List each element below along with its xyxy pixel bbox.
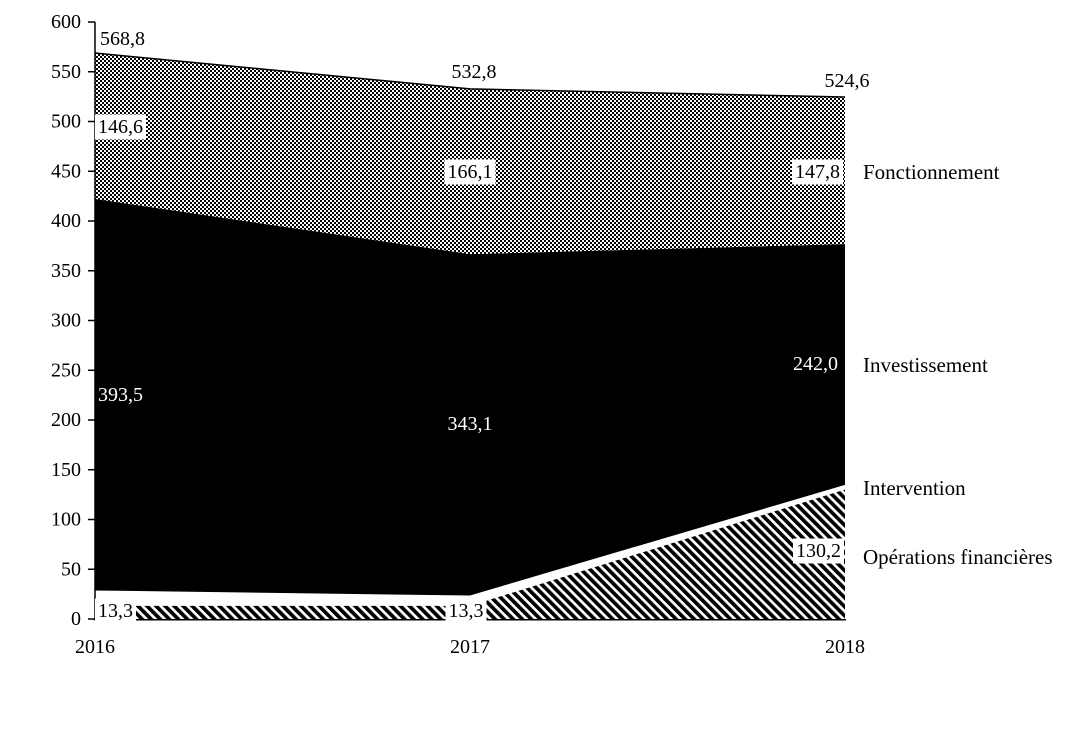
data-label-investissement-2018: 242,0 [793, 353, 838, 375]
labels-layer: 13,3 13,3 130,2 393,5 343,1 242,0 146,6 166,1 14… [95, 28, 1053, 624]
data-label-operations-financieres-2018-text: 130,2 [796, 540, 841, 562]
y-axis-tick-label: 350 [51, 260, 81, 282]
y-axis-tick-label: 600 [51, 11, 81, 33]
y-axis-tick-label: 0 [71, 608, 81, 630]
data-label-operations-financieres-2017: 13,3 [445, 598, 487, 624]
data-label-operations-financieres-2016: 13,3 [95, 598, 136, 624]
y-axis-tick-label: 50 [61, 558, 81, 580]
data-label-operations-financieres-2016-box [95, 598, 136, 624]
x-axis-tick-label: 2016 [75, 636, 115, 658]
series-label-investissement: Investissement [863, 353, 988, 377]
y-axis-tick-label: 150 [51, 459, 81, 481]
data-label-fonctionnement-2017-text: 166,1 [448, 161, 493, 183]
data-label-investissement-2016-text: 393,5 [98, 384, 143, 406]
y-axis-tick-label: 450 [51, 160, 81, 182]
data-label-fonctionnement-2018-text: 147,8 [795, 161, 840, 183]
y-axis-tick-label: 100 [51, 509, 81, 531]
data-label-fonctionnement-2016: 146,6 [95, 114, 146, 140]
stack-top-line [94, 52, 846, 98]
data-label-fonctionnement-2018: 147,8 [792, 159, 843, 185]
y-axis-tick-label: 550 [51, 61, 81, 83]
series-label-intervention: Intervention [863, 476, 966, 500]
area-investissement [95, 198, 845, 596]
area-intervention [95, 484, 845, 606]
data-label-operations-financieres-2017-box [445, 598, 487, 624]
data-label-investissement-2017: 343,1 [448, 413, 493, 435]
data-label-operations-financieres-2018-box [793, 538, 844, 564]
y-axis-tick-label: 500 [51, 111, 81, 133]
total-label-2018: 524,6 [825, 70, 870, 92]
data-label-investissement-2017-text: 343,1 [448, 413, 493, 435]
total-label-2018-text: 524,6 [825, 70, 870, 92]
total-label-2017-text: 532,8 [452, 61, 497, 83]
x-axis-tick-label: 2018 [825, 636, 865, 658]
data-label-investissement-2016: 393,5 [98, 384, 143, 406]
total-label-2017: 532,8 [452, 61, 497, 83]
total-label-2016-text: 568,8 [100, 28, 145, 50]
area-fonctionnement [95, 53, 845, 255]
total-label-2016: 568,8 [100, 28, 145, 50]
y-axis-tick-label: 300 [51, 310, 81, 332]
y-axis-tick-label: 200 [51, 409, 81, 431]
data-label-operations-financieres-2016-text: 13,3 [98, 600, 133, 622]
areas-layer [94, 52, 846, 619]
data-label-fonctionnement-2016-box [95, 114, 146, 140]
data-label-investissement-2018-text: 242,0 [793, 353, 838, 375]
data-label-operations-financieres-2018: 130,2 [793, 538, 844, 564]
data-label-fonctionnement-2018-box [792, 159, 843, 185]
area-operations-financieres [95, 489, 845, 619]
data-label-fonctionnement-2017: 166,1 [444, 159, 496, 185]
data-label-fonctionnement-2016-text: 146,6 [98, 116, 143, 138]
x-axis-tick-label: 2017 [450, 636, 490, 658]
y-axis-tick-label: 400 [51, 210, 81, 232]
data-label-fonctionnement-2017-box [444, 159, 496, 185]
series-label-fonctionnement: Fonctionnement [863, 160, 1000, 184]
data-label-operations-financieres-2017-text: 13,3 [449, 600, 484, 622]
y-axis-tick-label: 250 [51, 359, 81, 381]
series-label-operations-financieres: Opérations financières [863, 545, 1053, 569]
